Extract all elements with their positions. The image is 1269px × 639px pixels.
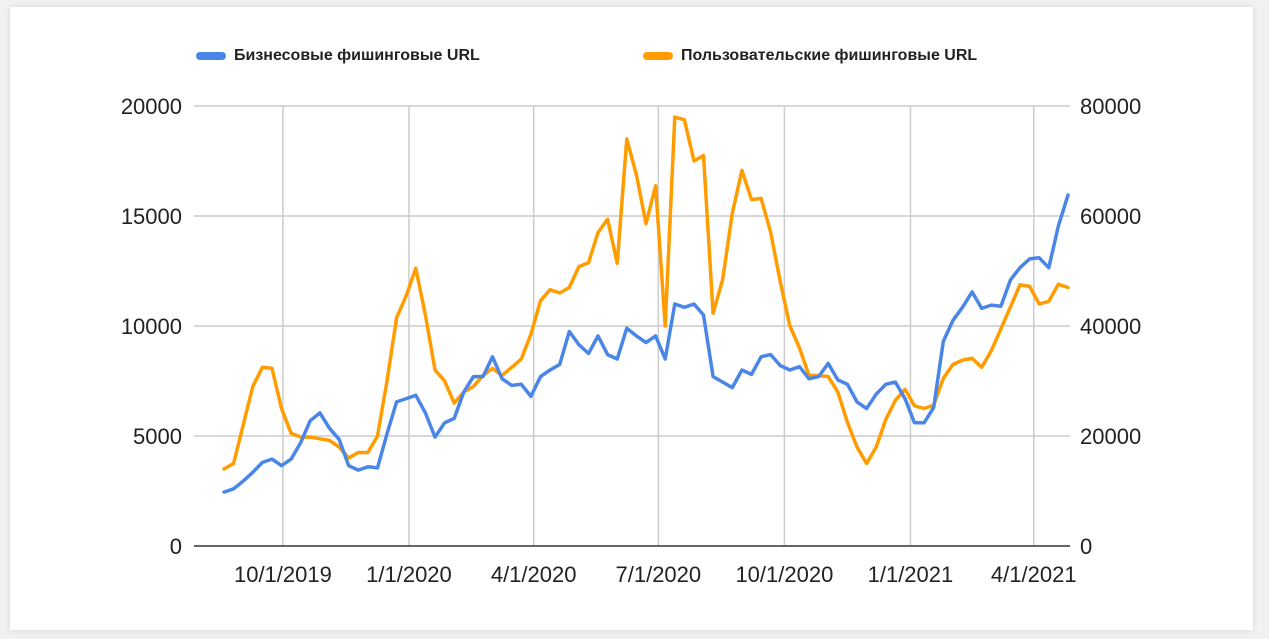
legend-label-user: Пользовательские фишинговые URL [681, 47, 978, 64]
chart-legend: Бизнесовые фишинговые URL Пользовательск… [10, 43, 1253, 73]
x-axis-tick-label: 7/1/2020 [616, 562, 702, 587]
series-line-user [222, 115, 1070, 471]
x-axis-tick-label: 4/1/2021 [991, 562, 1077, 587]
x-axis-tick-label: 1/1/2020 [366, 562, 452, 587]
x-axis-tick-label: 4/1/2020 [491, 562, 577, 587]
legend-swatch-user [643, 52, 673, 60]
chart-card: Бизнесовые фишинговые URL Пользовательск… [10, 7, 1253, 630]
left-axis-tick-label: 5000 [133, 424, 182, 449]
x-axis-tick-label: 10/1/2020 [735, 562, 833, 587]
right-axis-tick-label: 60000 [1080, 204, 1141, 229]
legend-item-user: Пользовательские фишинговые URL [643, 43, 977, 69]
x-axis-tick-label: 10/1/2019 [234, 562, 332, 587]
left-axis-tick-label: 0 [170, 534, 182, 559]
right-axis-tick-label: 20000 [1080, 424, 1141, 449]
left-axis-tick-label: 20000 [121, 94, 182, 119]
x-axis-tick-label: 1/1/2021 [868, 562, 954, 587]
series-line-business [222, 193, 1070, 494]
right-axis-tick-label: 0 [1080, 534, 1092, 559]
left-axis-tick-label: 10000 [121, 314, 182, 339]
left-axis-tick-label: 15000 [121, 204, 182, 229]
legend-item-business: Бизнесовые фишинговые URL [196, 43, 480, 69]
legend-label-business: Бизнесовые фишинговые URL [234, 47, 480, 64]
legend-swatch-business [196, 52, 226, 60]
right-axis-tick-label: 80000 [1080, 94, 1141, 119]
right-axis-tick-label: 40000 [1080, 314, 1141, 339]
